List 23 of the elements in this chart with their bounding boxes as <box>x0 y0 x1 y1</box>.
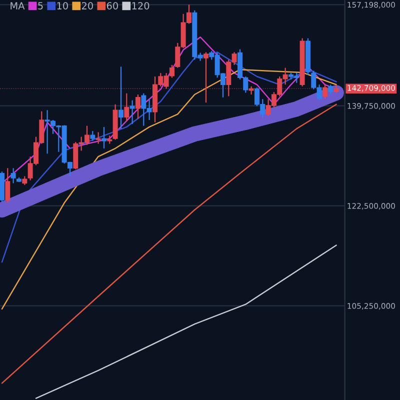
candlestick <box>118 66 124 130</box>
candlestick <box>322 84 328 100</box>
line-series <box>1 52 337 263</box>
candlestick <box>328 84 334 96</box>
candlestick <box>130 100 135 125</box>
legend-label: 60 <box>106 2 118 10</box>
candlestick <box>5 168 10 204</box>
line-series <box>35 244 337 399</box>
candlestick <box>135 94 140 120</box>
candlestick <box>101 126 106 149</box>
candlestick <box>96 132 101 144</box>
legend-label: 120 <box>132 2 150 10</box>
candlestick <box>248 86 254 96</box>
candlestick <box>124 92 130 122</box>
line-series <box>1 68 337 310</box>
candlestick <box>90 130 96 142</box>
line-series <box>1 104 337 384</box>
legend-title: MA <box>10 2 25 10</box>
candlestick <box>10 168 16 184</box>
legend-label: 10 <box>57 2 68 10</box>
legend-label: 5 <box>38 2 43 10</box>
legend-label: 20 <box>82 2 93 10</box>
candlestick <box>203 52 208 104</box>
